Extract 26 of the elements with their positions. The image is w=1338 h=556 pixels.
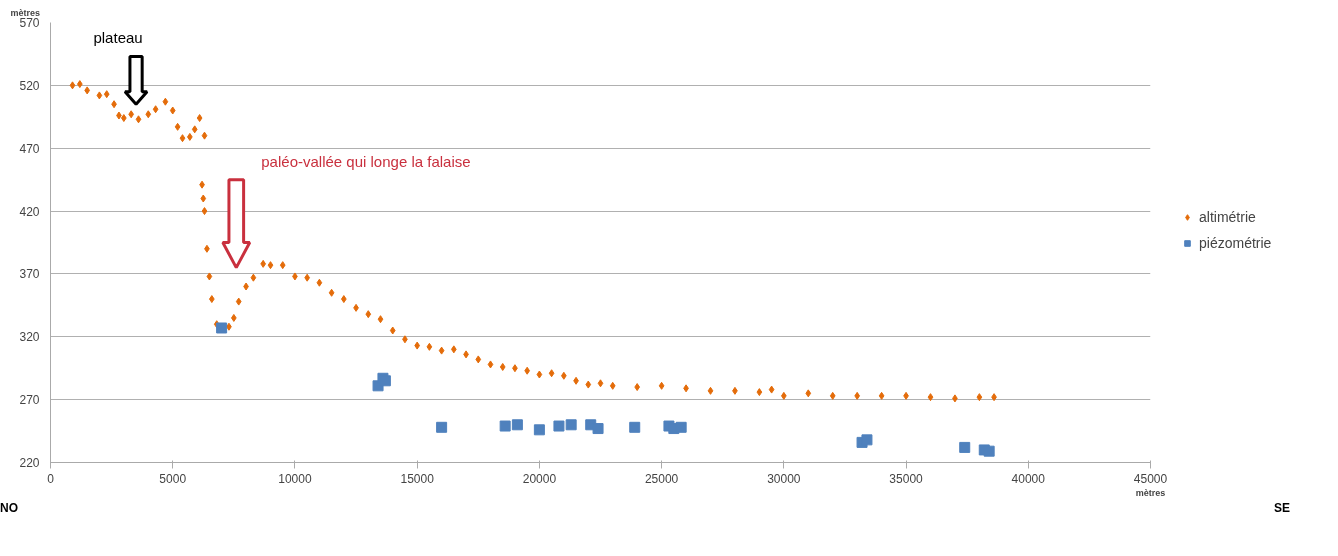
x-axis-title: mètres [1135,487,1166,498]
x-tick-label: 35000 [889,471,924,486]
y-tick-label: 270 [19,393,40,408]
legend-label: altimétrie [1199,208,1256,225]
x-tick-label: 45000 [1133,471,1168,486]
y-tick-label: 570 [19,16,40,30]
legend-label: piézométrie [1199,234,1272,251]
y-axis-title: mètres [10,7,41,18]
x-tick-label: 30000 [767,471,801,486]
y-tick-label: 370 [19,267,40,282]
x-tick-label: 5000 [159,471,187,486]
x-tick-label: 40000 [1011,471,1046,486]
annotation: plateau [93,29,143,47]
annotation: paléo-vallée qui longe la falaise [261,152,471,170]
x-tick-label: 0 [47,471,55,486]
x-tick-label: 25000 [644,471,679,486]
x-tick-label: 15000 [400,471,435,486]
x-tick-label: 10000 [278,471,312,486]
y-tick-label: 520 [19,78,40,93]
text: SE [1273,500,1290,517]
y-tick-label: 320 [19,330,40,345]
y-tick-label: 420 [19,204,40,219]
text: NO [0,500,18,517]
x-tick-label: 20000 [522,471,557,486]
y-tick-label: 220 [19,456,40,470]
y-tick-label: 470 [19,141,40,156]
